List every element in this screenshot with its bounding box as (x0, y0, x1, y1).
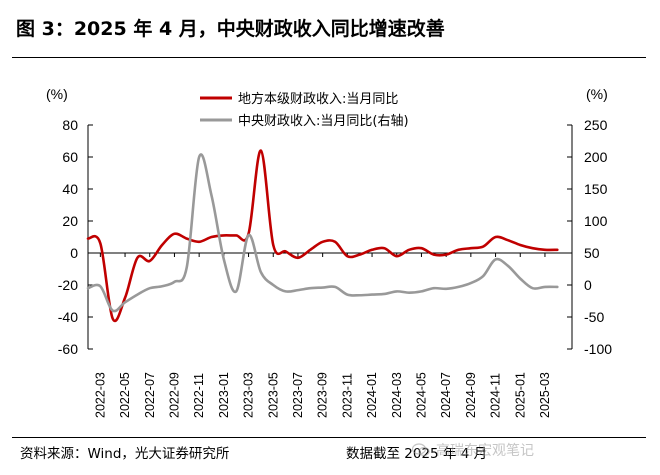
right-tick-label: 250 (584, 117, 608, 133)
source-note: 资料来源：Wind，光大证券研究所 (20, 446, 230, 462)
x-tick-label: 2022-11 (192, 373, 206, 418)
right-tick-label: 0 (584, 277, 592, 293)
series-line-central-revenue (86, 153, 559, 313)
left-tick-label: -40 (58, 309, 78, 325)
left-tick-label: 40 (62, 181, 78, 197)
right-tick-label: 50 (584, 245, 600, 261)
x-tick-label: 2025-01 (513, 372, 527, 418)
right-tick-label: -100 (584, 341, 612, 357)
left-tick-label: 0 (70, 245, 78, 261)
series-line-local-revenue (86, 149, 559, 323)
right-tick-label: -50 (584, 309, 604, 325)
x-tick-label: 2023-07 (291, 372, 305, 418)
wechat-icon (411, 443, 430, 457)
left-axis-unit: (%) (46, 86, 68, 102)
left-tick-label: -20 (58, 277, 78, 293)
chart-series-lines (86, 149, 559, 323)
x-tick-label: 2022-09 (167, 372, 181, 418)
right-tick-label: 150 (584, 181, 608, 197)
x-tick-label: 2024-11 (489, 373, 503, 418)
right-axis-unit: (%) (586, 86, 608, 102)
x-tick-label: 2022-07 (143, 372, 157, 418)
left-tick-label: 60 (62, 149, 78, 165)
x-tick-label: 2023-03 (242, 372, 256, 418)
x-tick-label: 2024-03 (390, 372, 404, 418)
x-tick-label: 2024-09 (464, 372, 478, 418)
left-tick-label: 20 (62, 213, 78, 229)
watermark: 高瑞东宏观笔记 (411, 440, 534, 460)
x-tick-label: 2023-11 (340, 373, 354, 418)
x-tick-label: 2023-01 (217, 372, 231, 418)
left-tick-label: 80 (62, 117, 78, 133)
x-tick-label: 2024-07 (439, 372, 453, 418)
watermark-text: 高瑞东宏观笔记 (436, 443, 534, 459)
title-divider (12, 57, 646, 58)
legend-label: 中央财政收入:当月同比(右轴) (238, 114, 409, 129)
x-tick-label: 2022-05 (118, 372, 132, 418)
x-tick-label: 2023-09 (316, 372, 330, 418)
chart: 806040200-20-40-60250200150100500-50-100… (46, 86, 612, 418)
right-tick-label: 200 (584, 149, 608, 165)
x-tick-label: 2025-03 (538, 372, 552, 418)
chart-axes: 806040200-20-40-60250200150100500-50-100… (46, 86, 612, 418)
legend-label: 地方本级财政收入:当月同比 (238, 91, 398, 107)
x-tick-label: 2024-05 (414, 372, 428, 418)
x-tick-label: 2024-01 (365, 372, 379, 418)
footer-divider (12, 437, 646, 438)
right-tick-label: 100 (584, 213, 608, 229)
figure-title: 图 3：2025 年 4 月，中央财政收入同比增速改善 (16, 18, 445, 40)
x-tick-label: 2022-03 (93, 372, 107, 418)
x-tick-label: 2023-05 (266, 372, 280, 418)
left-tick-label: -60 (58, 341, 78, 357)
